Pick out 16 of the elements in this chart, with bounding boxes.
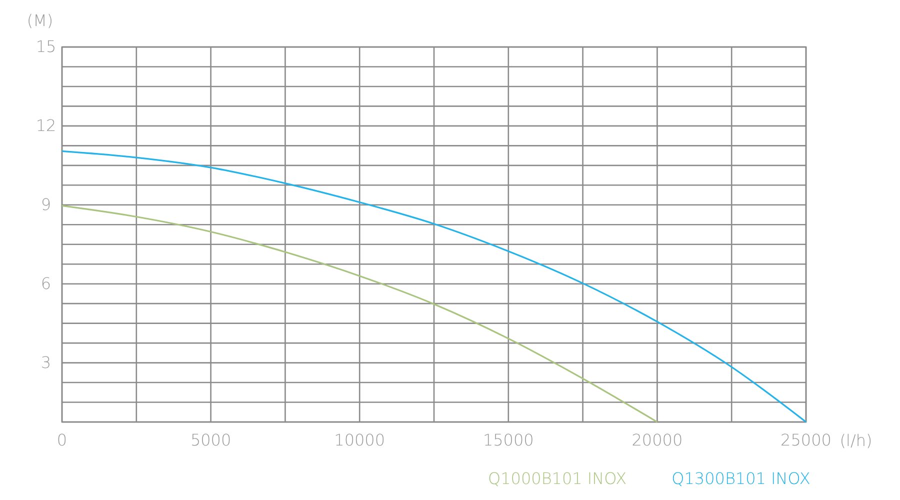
x-axis-title: (l/h) bbox=[840, 431, 872, 450]
y-tick-label: 15 bbox=[36, 37, 56, 56]
x-tick-label: 10000 bbox=[334, 430, 386, 450]
text: Q1300B101 INOX bbox=[672, 469, 810, 488]
y-axis-title: (M) bbox=[26, 11, 54, 30]
y-tick-label: 3 bbox=[40, 352, 52, 372]
x-tick-label: 5000 bbox=[190, 430, 232, 450]
x-tick-label: 0 bbox=[56, 430, 68, 450]
y-tick-label: 9 bbox=[40, 195, 52, 214]
text: Q1000B101 INOX bbox=[488, 469, 627, 488]
line-series bbox=[61, 204, 658, 423]
x-tick-label: 25000 bbox=[780, 430, 832, 450]
x-tick-label: 15000 bbox=[482, 430, 534, 450]
y-tick-label: 6 bbox=[40, 274, 52, 293]
x-tick-label: 20000 bbox=[632, 430, 683, 450]
y-tick-label: 12 bbox=[36, 116, 56, 136]
